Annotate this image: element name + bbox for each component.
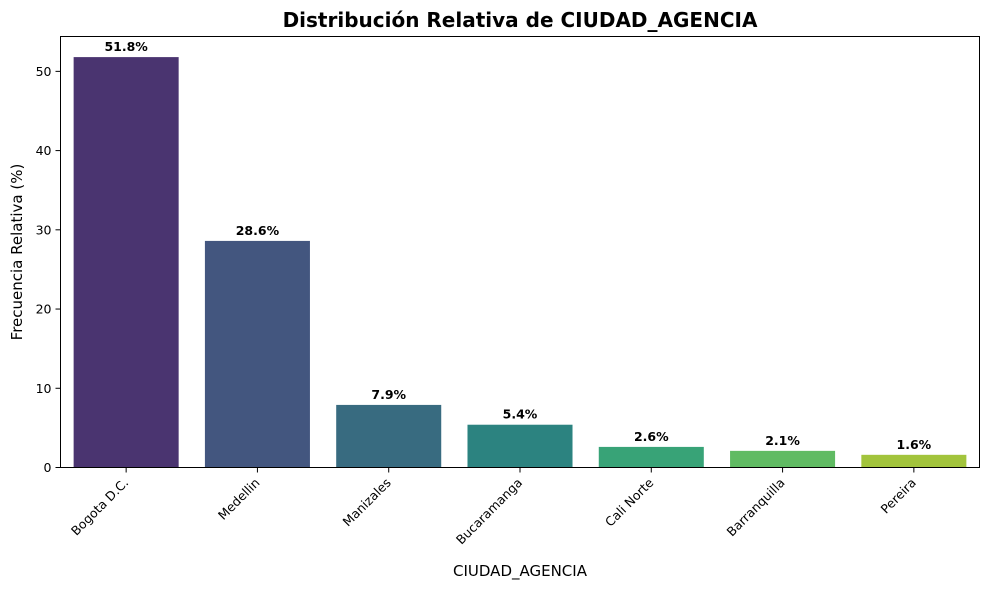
bar-value-label: 1.6% [897, 437, 932, 452]
bar [336, 404, 442, 468]
y-tick-label: 0 [44, 460, 52, 475]
bar [598, 446, 704, 468]
x-tick-label: Manizales [340, 475, 394, 529]
x-tick-label: Barranquilla [723, 475, 787, 539]
bar [467, 424, 573, 468]
bar-labels-group: 51.8% 28.6% 7.9% 5.4% 2.6% 2.1% 1.6% [104, 39, 931, 452]
bar [861, 454, 967, 468]
y-tick-label: 10 [36, 381, 52, 396]
bar-value-label: 2.1% [765, 433, 800, 448]
y-axis-label: Frecuencia Relativa (%) [8, 164, 26, 341]
y-tick-label: 40 [36, 143, 52, 158]
bar-value-label: 7.9% [371, 387, 406, 402]
x-axis: Bogota D.C. Medellin Manizales Bucaramanga C… [68, 467, 919, 547]
x-tick-label: Bucaramanga [453, 475, 525, 547]
y-tick-label: 50 [36, 64, 52, 79]
y-tick-label: 20 [36, 302, 52, 317]
x-tick-label: Pereira [878, 475, 919, 516]
y-axis: 0 10 20 30 40 50 [36, 64, 61, 475]
bar-value-label: 2.6% [634, 429, 669, 444]
bar-value-label: 51.8% [104, 39, 148, 54]
x-tick-label: Medellin [215, 475, 263, 523]
x-tick-label: Bogota D.C. [68, 475, 131, 538]
bar [730, 450, 836, 468]
bar-value-label: 5.4% [503, 407, 538, 422]
bar-value-label: 28.6% [236, 223, 280, 238]
y-tick-label: 30 [36, 222, 52, 237]
chart-title: Distribución Relativa de CIUDAD_AGENCIA [283, 8, 758, 32]
plot-frame [60, 36, 980, 468]
bar [73, 57, 179, 468]
x-tick-label: Cali Norte [602, 475, 657, 530]
x-axis-label: CIUDAD_AGENCIA [453, 562, 588, 581]
bars-group [73, 57, 967, 468]
bar [204, 240, 310, 468]
